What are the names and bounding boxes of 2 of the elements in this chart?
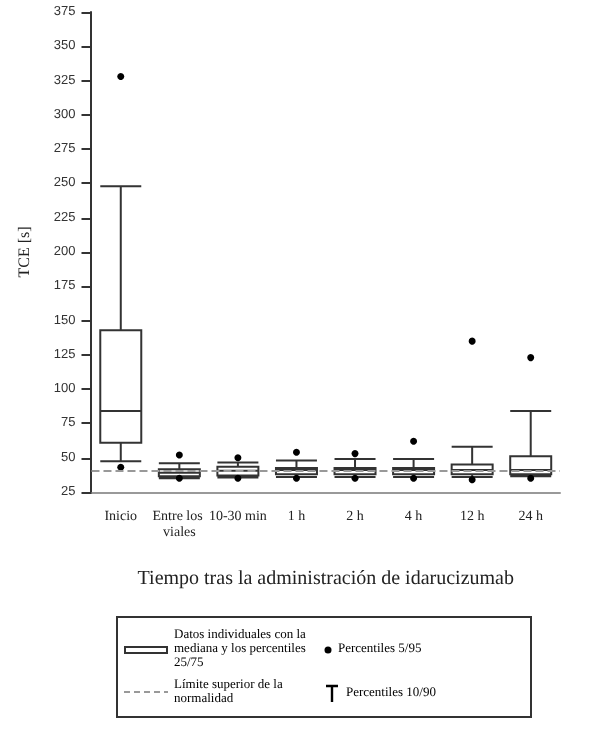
y-axis-title: TCE [s] [15, 225, 33, 278]
x-axis-title: Tiempo tras la administración de idarucizumab [137, 568, 514, 590]
